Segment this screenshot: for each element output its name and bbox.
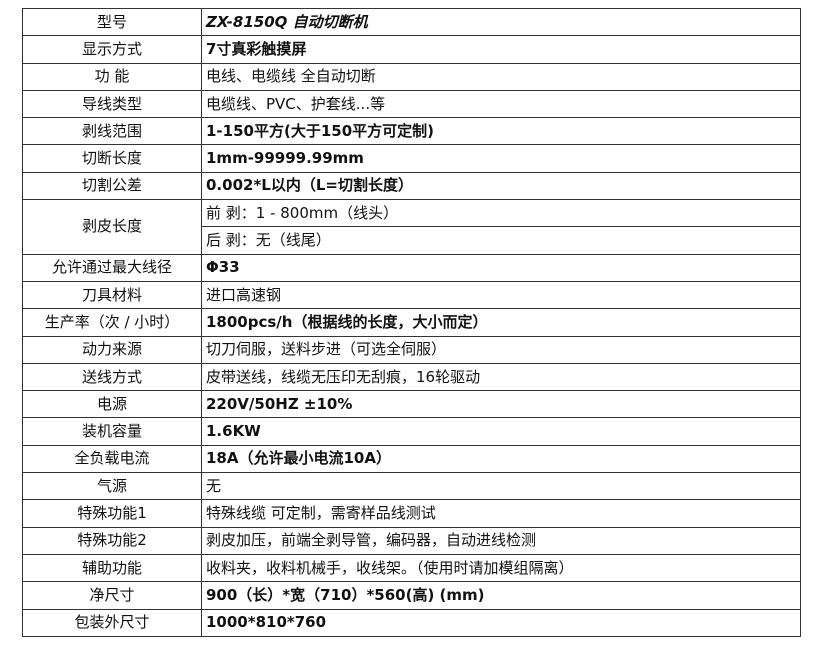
spec-row: 刀具材料 进口高速钢 [22, 280, 801, 310]
spec-value: 剥皮加压，前端全剥导管，编码器，自动进线检测 [201, 526, 801, 555]
spec-label: 导线类型 [22, 89, 202, 119]
spec-label: 允许通过最大线径 [22, 253, 202, 282]
spec-value: 1800pcs/h（根据线的长度，大小而定） [201, 308, 801, 337]
spec-label: 全负载电流 [22, 444, 202, 474]
spec-row: 型号 ZX-8150Q 自动切断机 [22, 7, 801, 37]
spec-value: 1mm-99999.99mm [201, 144, 801, 173]
spec-value: 电线、电缆线 全自动切断 [201, 62, 801, 91]
spec-row: 装机容量 1.6KW [22, 417, 801, 446]
spec-label: 切断长度 [22, 144, 202, 173]
spec-label: 剥皮长度 [22, 199, 202, 255]
spec-value: 后 剥：无（线尾） [201, 226, 801, 255]
spec-label: 特殊功能1 [22, 499, 202, 528]
spec-value: 切刀伺服，送料步进（可选全伺服） [201, 335, 801, 364]
spec-value: 0.002*L以内（L=切割长度） [201, 171, 801, 201]
spec-row: 切割公差 0.002*L以内（L=切割长度） [22, 171, 801, 201]
spec-label: 气源 [22, 472, 202, 501]
spec-value: 1000*810*760 [201, 608, 801, 637]
spec-row: 净尺寸 900（长）*宽（710）*560(高) (mm) [22, 581, 801, 610]
spec-label: 显示方式 [22, 35, 202, 64]
spec-row: 电源 220V/50HZ ±10% [22, 390, 801, 419]
spec-value: 220V/50HZ ±10% [201, 390, 801, 419]
spec-value: 1.6KW [201, 417, 801, 446]
spec-row: 送线方式 皮带送线，线缆无压印无刮痕，16轮驱动 [22, 362, 801, 392]
spec-label: 生产率（次 / 小时） [22, 308, 202, 337]
spec-label: 型号 [22, 7, 202, 37]
spec-value: ZX-8150Q 自动切断机 [201, 7, 801, 37]
spec-label: 切割公差 [22, 171, 202, 201]
spec-row: 导线类型 电缆线、PVC、护套线...等 [22, 89, 801, 119]
spec-label: 装机容量 [22, 417, 202, 446]
spec-value: 收料夹，收料机械手，收线架。（使用时请加模组隔离） [201, 553, 801, 583]
spec-label: 净尺寸 [22, 581, 202, 610]
spec-label: 包装外尺寸 [22, 608, 202, 637]
spec-value: 无 [201, 472, 801, 501]
spec-row: 剥线范围 1-150平方(大于150平方可定制) [22, 117, 801, 146]
spec-row: 后 剥：无（线尾） [23, 226, 801, 255]
spec-value: 前 剥：1 - 800mm（线头） [201, 199, 801, 228]
spec-label: 辅助功能 [22, 553, 202, 583]
spec-row: 包装外尺寸 1000*810*760 [22, 608, 801, 637]
spec-row: 功 能电线、电缆线 全自动切断 [22, 62, 801, 91]
spec-row: 气源无 [22, 472, 801, 501]
spec-row: 全负载电流 18A（允许最小电流10A） [22, 444, 801, 474]
spec-label: 功 能 [22, 62, 202, 91]
spec-row: 剥皮长度前 剥：1 - 800mm（线头） [22, 199, 801, 255]
spec-value: 7寸真彩触摸屏 [201, 35, 801, 64]
spec-label: 动力来源 [22, 335, 202, 364]
spec-label: 特殊功能2 [22, 526, 202, 555]
spec-value: 18A（允许最小电流10A） [201, 444, 801, 474]
spec-label: 剥线范围 [22, 117, 202, 146]
spec-value: 1-150平方(大于150平方可定制) [201, 117, 801, 146]
spec-row: 显示方式 7寸真彩触摸屏 [22, 35, 801, 64]
spec-row: 动力来源 切刀伺服，送料步进（可选全伺服） [22, 335, 801, 364]
spec-value: 特殊线缆 可定制，需寄样品线测试 [201, 499, 801, 528]
spec-value: Φ33 [201, 253, 801, 282]
spec-label: 刀具材料 [22, 280, 202, 310]
spec-row: 切断长度 1mm-99999.99mm [22, 144, 801, 173]
spec-value: 进口高速钢 [201, 280, 801, 310]
spec-label: 送线方式 [22, 362, 202, 392]
spec-table: 型号 ZX-8150Q 自动切断机 显示方式 7寸真彩触摸屏功 能电线、电缆线 全自动… [22, 7, 801, 637]
spec-row: 特殊功能1 特殊线缆 可定制，需寄样品线测试 [22, 499, 801, 528]
spec-value: 900（长）*宽（710）*560(高) (mm) [201, 581, 801, 610]
spec-label: 电源 [22, 390, 202, 419]
spec-row: 特殊功能2 剥皮加压，前端全剥导管，编码器，自动进线检测 [22, 526, 801, 555]
spec-value: 皮带送线，线缆无压印无刮痕，16轮驱动 [201, 362, 801, 392]
spec-value: 电缆线、PVC、护套线...等 [201, 89, 801, 119]
spec-row: 辅助功能 收料夹，收料机械手，收线架。（使用时请加模组隔离） [22, 553, 801, 583]
spec-row: 允许通过最大线径 Φ33 [22, 253, 801, 282]
spec-row: 生产率（次 / 小时） 1800pcs/h（根据线的长度，大小而定） [22, 308, 801, 337]
